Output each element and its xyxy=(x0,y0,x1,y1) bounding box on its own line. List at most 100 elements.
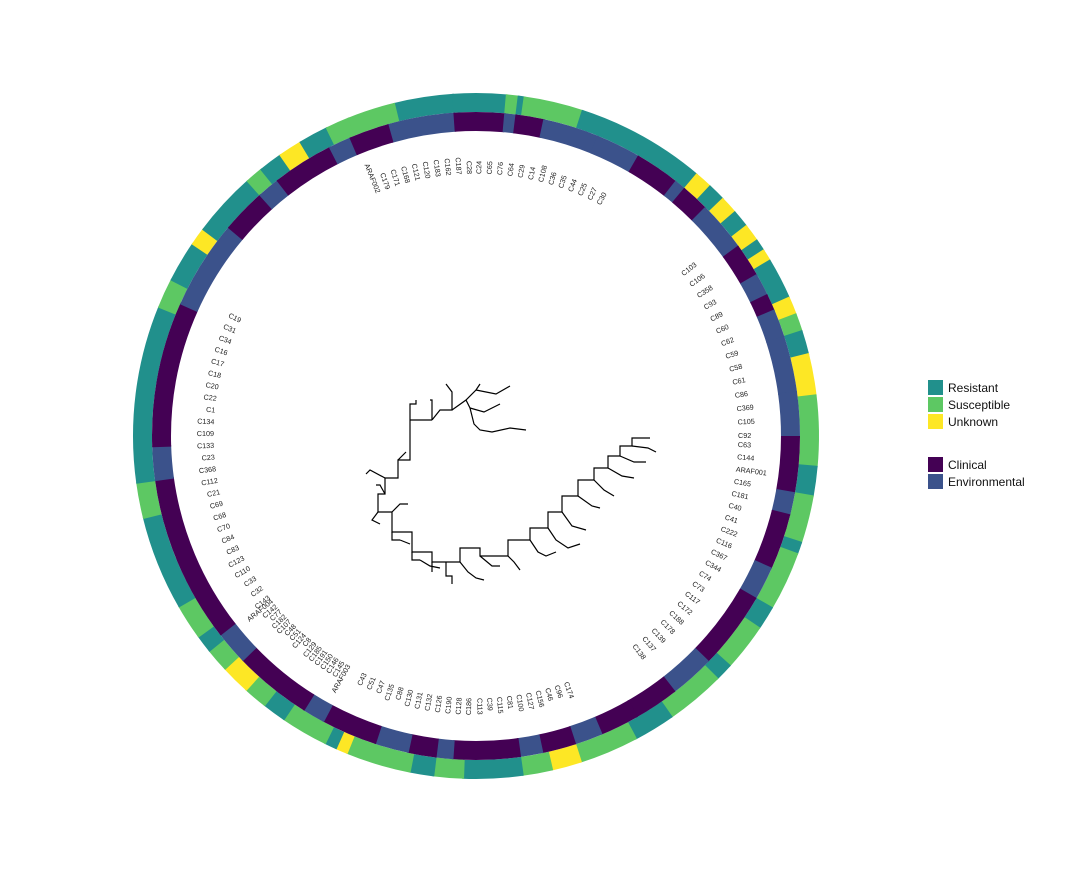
resistance-segment-resistant xyxy=(393,93,456,122)
tip-label: C88 xyxy=(393,686,405,701)
resistance-segment-resistant xyxy=(452,92,508,114)
tip-label: C115 xyxy=(495,697,505,714)
legend-label-susceptible: Susceptible xyxy=(948,397,1011,412)
tip-label: C183 xyxy=(432,159,443,177)
source-segment-environmental xyxy=(502,113,518,134)
source-segment-clinical xyxy=(672,187,707,222)
tip-label: C64 xyxy=(505,163,516,177)
source-segment-environmental xyxy=(590,135,640,173)
source-segment-clinical xyxy=(776,436,800,494)
legend-item-susceptible: Susceptible xyxy=(928,396,1068,413)
source-segment-environmental xyxy=(771,488,796,517)
source-segment-environmental xyxy=(568,716,603,745)
resistance-segment-susceptible xyxy=(282,703,334,745)
tip-label: C131 xyxy=(412,691,424,710)
tip-label: C162 xyxy=(442,158,453,176)
resistance-segment-resistant xyxy=(753,259,791,306)
resistance-annotation-ring xyxy=(133,92,820,780)
resistance-segment-unknown xyxy=(547,744,582,771)
tip-label: C63 xyxy=(738,440,751,449)
source-segment-clinical xyxy=(722,245,758,285)
source-segment-environmental xyxy=(778,390,800,438)
source-segment-environmental xyxy=(663,180,686,204)
tip-label: C190 xyxy=(443,696,454,714)
source-segment-environmental xyxy=(374,725,413,753)
resistance-segment-resistant xyxy=(741,239,765,261)
tip-label: C121 xyxy=(410,163,423,182)
source-segment-environmental xyxy=(434,738,455,760)
tip-label: C70 xyxy=(216,521,231,534)
tip-label: C186 xyxy=(464,698,473,715)
source-segment-clinical xyxy=(349,124,394,156)
legend-item-unknown: Unknown xyxy=(928,413,1068,430)
tip-label: C112 xyxy=(201,476,219,488)
resistance-segment-susceptible xyxy=(797,394,820,468)
tip-label: C168 xyxy=(399,165,412,184)
resistance-segment-resistant xyxy=(576,109,698,189)
source-segment-clinical xyxy=(152,302,199,436)
source-segment-environmental xyxy=(662,647,710,693)
source-segment-environmental xyxy=(539,119,599,154)
tip-label: C120 xyxy=(421,161,433,180)
clinical-swatch xyxy=(928,457,943,472)
tip-label: C23 xyxy=(201,452,215,462)
resistance-segment-resistant xyxy=(133,305,177,484)
tip-label: C39 xyxy=(485,697,495,711)
tip-label: C86 xyxy=(734,389,748,400)
tree-branch-path-4 xyxy=(391,445,657,584)
resistance-segment-susceptible xyxy=(157,278,189,315)
resistance-segment-resistant xyxy=(324,726,345,750)
legend-label-unknown: Unknown xyxy=(948,414,999,429)
tip-label: C113 xyxy=(475,698,484,715)
resistance-segment-resistant xyxy=(299,126,336,159)
source-segment-clinical xyxy=(627,676,676,718)
resistance-segment-resistant xyxy=(743,598,774,630)
source-segment-clinical xyxy=(694,588,757,663)
tip-label: C20 xyxy=(205,380,220,391)
resistance-segment-susceptible xyxy=(504,94,520,115)
legend-label-resistant: Resistant xyxy=(948,380,999,395)
tip-label: C62 xyxy=(720,335,736,348)
resistance-segment-resistant xyxy=(260,154,292,185)
resistance-segment-susceptible xyxy=(715,617,761,667)
tip-label: C369 xyxy=(736,402,754,413)
tip-label: C144 xyxy=(737,452,755,462)
resistance-segment-susceptible xyxy=(778,313,803,338)
tip-label: C1 xyxy=(206,405,216,415)
tip-label: C40 xyxy=(728,501,743,513)
source-segment-environmental xyxy=(691,206,740,259)
tip-label: C105 xyxy=(737,417,755,427)
resistance-segment-susceptible xyxy=(521,96,584,129)
tip-label: C132 xyxy=(423,693,435,711)
source-segment-clinical xyxy=(628,155,677,197)
tip-label: C92 xyxy=(738,431,751,440)
resistance-segment-susceptible xyxy=(345,735,415,773)
tip-label: C130 xyxy=(402,689,415,708)
source-segment-environmental xyxy=(756,309,785,344)
legend-label-clinical: Clinical xyxy=(948,457,987,472)
tip-label: C35 xyxy=(556,174,569,189)
environmental-swatch xyxy=(928,474,943,489)
tip-label: C59 xyxy=(724,348,739,361)
tree-branch-path-5 xyxy=(365,451,441,569)
tip-label: C31 xyxy=(222,322,238,336)
tip-label: C41 xyxy=(724,513,739,526)
susceptible-swatch xyxy=(928,397,943,412)
tip-label: C165 xyxy=(733,477,751,489)
resistance-segment-resistant xyxy=(408,753,437,777)
legend-label-environmental: Environmental xyxy=(948,474,1025,489)
legend-item-environmental: Environmental xyxy=(928,473,1068,490)
legend: Resistant Susceptible Unknown Clinical E… xyxy=(928,379,1068,516)
source-segment-clinical xyxy=(152,434,172,448)
source-segment-clinical xyxy=(453,112,506,133)
resistance-segment-unknown xyxy=(334,731,355,755)
tree-branch-path-3 xyxy=(431,383,527,433)
source-legend: Clinical Environmental xyxy=(928,456,1068,490)
resistance-segment-susceptible xyxy=(519,751,554,776)
tip-label: C156 xyxy=(534,689,547,708)
resistant-swatch xyxy=(928,380,943,395)
source-segment-clinical xyxy=(753,509,791,570)
tip-label: C65 xyxy=(485,161,495,175)
tip-label: C16 xyxy=(214,345,229,358)
